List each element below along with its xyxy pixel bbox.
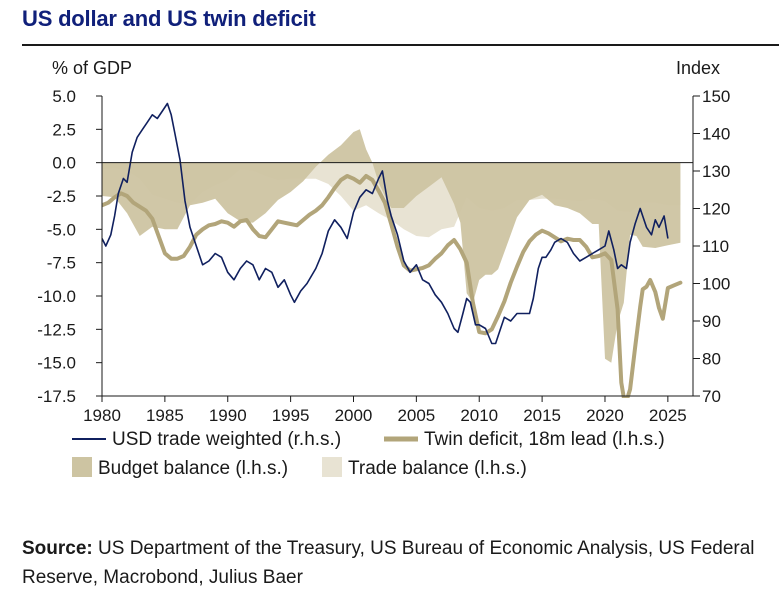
x-tick-label: 2015 xyxy=(523,406,561,425)
chart: 5.0 2.5 0.0 -2.5 -5.0 -7.5 -10.0 -12.5 -15.0 -17.… xyxy=(37,58,730,479)
right-tick-label: 100 xyxy=(702,275,730,294)
legend-label-usd: USD trade weighted (r.h.s.) xyxy=(112,429,341,450)
x-tick-label: 2020 xyxy=(586,406,624,425)
x-tick-label: 1980 xyxy=(83,406,121,425)
x-tick-label: 2010 xyxy=(460,406,498,425)
right-tick-label: 80 xyxy=(702,350,721,369)
right-tick-label: 140 xyxy=(702,125,730,144)
usd-trade-weighted-line xyxy=(102,102,669,345)
x-tick-label: 2000 xyxy=(335,406,373,425)
right-tick-label: 110 xyxy=(702,237,729,256)
x-tick-label: 1995 xyxy=(272,406,310,425)
right-tick-label: 90 xyxy=(702,312,721,331)
x-tick-label: 1990 xyxy=(209,406,247,425)
right-tick-label: 130 xyxy=(702,162,730,181)
twin-deficit-line xyxy=(102,174,683,398)
right-tick-label: 120 xyxy=(702,200,730,219)
x-tick-label: 2025 xyxy=(649,406,687,425)
x-tick-label: 2005 xyxy=(397,406,435,425)
left-axis-title: % of GDP xyxy=(52,58,132,78)
legend-swatch-budget xyxy=(72,457,92,477)
left-tick-label: -7.5 xyxy=(47,254,76,273)
left-tick-label: -15.0 xyxy=(37,354,76,373)
left-tick-label: -5.0 xyxy=(47,220,76,239)
chart-title: US dollar and US twin deficit xyxy=(22,6,316,31)
budget-balance-area xyxy=(102,129,681,363)
source-text: US Department of the Treasury, US Bureau… xyxy=(22,538,755,588)
legend-label-trade: Trade balance (l.h.s.) xyxy=(348,458,527,479)
left-tick-label: -2.5 xyxy=(47,187,76,206)
left-tick-label: 2.5 xyxy=(52,120,76,139)
left-tick-label: -10.0 xyxy=(37,287,76,306)
source-note: Source: US Department of the Treasury, U… xyxy=(22,534,772,592)
chart-lines xyxy=(102,102,683,398)
right-tick-label: 70 xyxy=(702,387,721,406)
left-tick-label: -12.5 xyxy=(37,320,76,339)
left-tick-label: 5.0 xyxy=(52,87,76,106)
legend-label-twin: Twin deficit, 18m lead (l.h.s.) xyxy=(424,429,665,450)
x-tick-label: 1985 xyxy=(146,406,184,425)
right-axis-title: Index xyxy=(676,58,720,78)
chart-areas xyxy=(102,129,681,363)
title-divider xyxy=(22,44,779,46)
legend-label-budget: Budget balance (l.h.s.) xyxy=(98,458,288,479)
chart-legend: USD trade weighted (r.h.s.) Twin deficit,… xyxy=(72,429,665,479)
left-tick-label: -17.5 xyxy=(37,387,76,406)
right-tick-label: 150 xyxy=(702,87,730,106)
source-label: Source: xyxy=(22,538,93,559)
chart-axes: 5.0 2.5 0.0 -2.5 -5.0 -7.5 -10.0 -12.5 -15.0 -17.… xyxy=(37,58,730,425)
legend-swatch-trade xyxy=(322,457,342,477)
left-tick-label: 0.0 xyxy=(52,154,76,173)
